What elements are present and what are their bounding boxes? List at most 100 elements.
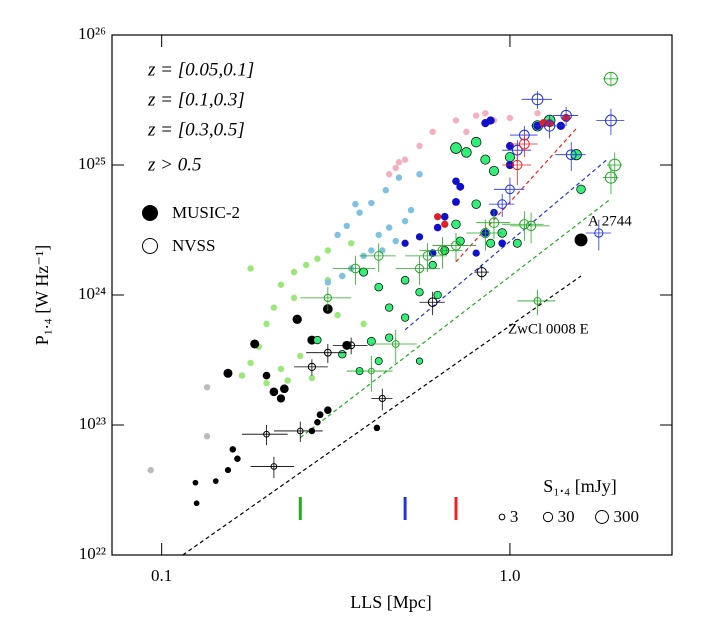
nvss-point (450, 240, 462, 251)
faint-point (395, 174, 403, 181)
faint-point (392, 237, 399, 245)
music2-point (359, 267, 369, 277)
faint-point (263, 320, 270, 328)
music2-point (212, 478, 219, 484)
faint-point (290, 294, 298, 302)
limit-line (182, 275, 582, 556)
faint-point (401, 156, 409, 163)
music2-point (229, 446, 237, 453)
nvss-point (488, 217, 500, 228)
faint-point (314, 255, 321, 262)
music2-point (472, 249, 480, 257)
nvss-point (525, 220, 537, 232)
music2-point (576, 184, 586, 195)
music2-point (385, 333, 394, 342)
music2-point (428, 249, 437, 257)
x-axis-label: LLS [Mpc] (350, 592, 431, 612)
music2-point (452, 197, 460, 206)
faint-point (334, 311, 341, 319)
faint-point (407, 206, 415, 214)
faint-point (238, 372, 246, 379)
faint-point (392, 164, 399, 172)
nvss-point (531, 93, 544, 106)
faint-point (401, 217, 409, 225)
limit-line (404, 159, 608, 331)
nvss-point (350, 263, 361, 274)
size-legend-marker (498, 513, 506, 521)
music2-point (400, 275, 410, 285)
nvss-point (437, 245, 448, 256)
music2-point (456, 182, 465, 191)
nvss-point (560, 109, 572, 122)
music2-point (428, 260, 437, 270)
annotation: ZwCl 0008 E (508, 321, 589, 337)
nvss-point (505, 184, 515, 195)
faint-point (203, 433, 211, 440)
size-legend-label: 30 (558, 507, 575, 526)
faint-point (277, 281, 285, 288)
nvss-point (323, 293, 332, 303)
music2-point (366, 336, 376, 346)
faint-point (308, 374, 316, 382)
nvss-point (605, 114, 617, 127)
faint-point (339, 272, 346, 280)
y-tick-label: 10²⁶ (78, 24, 106, 43)
faint-point (290, 268, 298, 276)
faint-point (395, 159, 403, 166)
nvss-point (543, 120, 556, 132)
legend-label: z > 0.5 (147, 154, 201, 175)
music2-point (480, 154, 491, 165)
music2-point (539, 118, 548, 128)
music2-point (400, 313, 410, 322)
size-legend-title: S₁.₄ [mJy] (543, 476, 617, 496)
nvss-point (307, 362, 317, 371)
nvss-point (296, 427, 304, 435)
music2-point (314, 418, 321, 426)
faint-point (482, 110, 489, 117)
faint-point (284, 377, 291, 384)
music2-point (415, 357, 424, 365)
y-tick-label: 10²⁵ (78, 154, 106, 173)
music2-point (415, 233, 424, 241)
nvss-point (263, 430, 270, 438)
music2-point (192, 479, 199, 486)
y-tick-label: 10²³ (79, 414, 106, 433)
music2-point (434, 213, 442, 221)
faint-point (416, 170, 423, 178)
music2-point (415, 288, 424, 297)
annotation: A 2744 (588, 213, 632, 229)
music2-point (338, 350, 347, 359)
music2-point (193, 500, 200, 507)
music2-point (401, 239, 409, 247)
music2-point (224, 466, 232, 474)
x-tick-label: 1.0 (499, 566, 520, 585)
faint-point (368, 247, 375, 254)
faint-point (506, 114, 514, 122)
legend-label: z = [0.3,0.5] (147, 119, 245, 140)
faint-point (297, 352, 304, 360)
music2-point (486, 116, 495, 125)
nvss-point (367, 367, 375, 375)
faint-point (270, 304, 278, 311)
faint-point (263, 379, 270, 387)
faint-point (347, 240, 355, 247)
nvss-point (323, 348, 332, 357)
legend-label: z = [0.1,0.3] (147, 89, 245, 110)
faint-point (463, 128, 470, 136)
music2-point (512, 238, 522, 248)
music2-point (250, 339, 260, 349)
nvss-point (391, 340, 400, 348)
music2-point (276, 394, 286, 403)
faint-point (416, 142, 423, 150)
music2-point (461, 147, 472, 158)
faint-point (352, 200, 359, 208)
music2-point (440, 212, 449, 221)
music2-point (262, 371, 271, 380)
faint-point (203, 384, 211, 391)
music2-point (292, 314, 302, 324)
faint-point (375, 231, 382, 239)
music2-point (441, 220, 449, 228)
legend-label: NVSS (172, 236, 215, 255)
music2-point (451, 219, 461, 229)
music2-point (316, 411, 324, 419)
